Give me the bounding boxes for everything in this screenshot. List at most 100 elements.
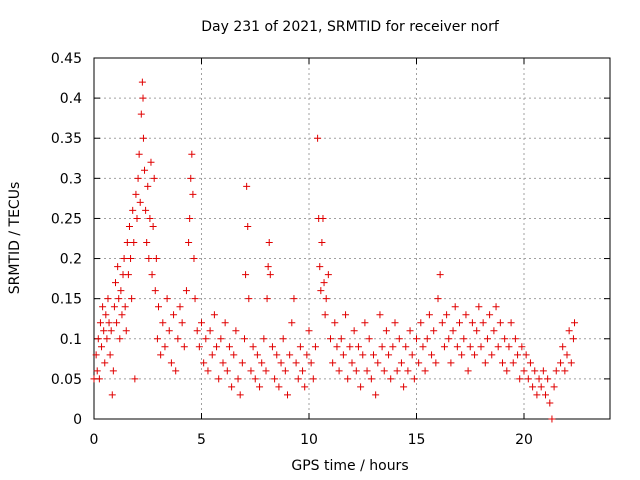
data-point (339, 351, 347, 359)
data-point (150, 174, 158, 182)
data-point (100, 327, 108, 335)
data-point (143, 239, 151, 247)
data-point (460, 335, 468, 343)
data-point (243, 182, 251, 190)
data-point (253, 351, 261, 359)
data-point (130, 239, 138, 247)
data-point (284, 391, 291, 399)
data-point (202, 335, 210, 343)
data-point (241, 335, 248, 343)
data-point (251, 375, 259, 383)
data-point (359, 351, 367, 359)
data-point (322, 295, 330, 303)
data-point (305, 327, 313, 335)
data-point (567, 359, 575, 367)
data-point (268, 343, 276, 351)
data-point (219, 359, 227, 367)
data-point (198, 319, 205, 327)
data-point (387, 375, 395, 383)
plot-frame (93, 57, 611, 420)
data-point (167, 359, 175, 367)
data-point (471, 351, 479, 359)
data-point (195, 343, 203, 351)
data-point (135, 150, 143, 158)
data-point (475, 303, 483, 311)
data-point (153, 335, 161, 343)
y-tick-label: 0.2 (60, 252, 82, 268)
data-point (247, 367, 255, 375)
data-point (149, 222, 157, 230)
data-point (265, 239, 273, 247)
data-point (106, 351, 114, 359)
data-point (242, 271, 250, 279)
data-point (458, 351, 466, 359)
data-point (288, 319, 296, 327)
data-point (571, 319, 579, 327)
data-point (180, 343, 188, 351)
data-point (378, 343, 386, 351)
data-point (503, 367, 511, 375)
data-point (131, 375, 139, 383)
data-point (263, 295, 271, 303)
data-points (90, 78, 579, 423)
data-point (447, 359, 455, 367)
data-point (273, 351, 281, 359)
data-point (145, 255, 153, 263)
data-point (217, 335, 225, 343)
data-point (402, 343, 410, 351)
data-point (118, 311, 126, 319)
data-point (174, 335, 182, 343)
data-point (400, 383, 408, 391)
data-point (102, 311, 110, 319)
data-point (215, 375, 223, 383)
data-point (191, 295, 199, 303)
data-point (244, 222, 252, 230)
data-point (213, 343, 221, 351)
data-point (372, 391, 380, 399)
y-tick-label: 0.3 (60, 171, 82, 187)
data-point (565, 327, 573, 335)
y-axis-label: SRMTID / TECUs (7, 182, 23, 295)
data-point (236, 391, 244, 399)
data-point (344, 375, 352, 383)
data-point (443, 311, 451, 319)
data-point (200, 359, 208, 367)
data-point (395, 335, 403, 343)
data-point (348, 359, 356, 367)
data-point (182, 287, 190, 295)
axis-ticks: 0 0.05 0.1 0.15 0.2 0.25 0.3 0.35 0.4 0.45 0 5 10 15 2… (51, 51, 610, 448)
data-point (438, 319, 446, 327)
data-point (537, 383, 545, 391)
data-point (533, 391, 541, 399)
data-point (104, 295, 112, 303)
data-point (374, 359, 382, 367)
data-point (342, 311, 350, 319)
data-point (365, 335, 373, 343)
data-point (505, 343, 513, 351)
data-point (430, 327, 438, 335)
data-point (389, 343, 397, 351)
y-tick-label: 0.35 (51, 131, 82, 147)
x-tick-label: 20 (515, 432, 533, 448)
data-point (408, 351, 416, 359)
data-point (337, 335, 345, 343)
data-point (163, 295, 171, 303)
data-point (520, 367, 528, 375)
data-point (544, 375, 552, 383)
x-axis-label: GPS time / hours (291, 458, 408, 474)
data-point (148, 271, 156, 279)
data-point (234, 375, 242, 383)
y-tick-label: 0.15 (51, 292, 82, 308)
data-point (208, 351, 216, 359)
data-point (159, 319, 167, 327)
data-point (511, 335, 519, 343)
data-point (176, 303, 184, 311)
data-point (479, 319, 487, 327)
data-point (563, 351, 571, 359)
data-point (299, 367, 307, 375)
data-point (316, 263, 324, 271)
data-point (466, 343, 474, 351)
data-point (486, 311, 494, 319)
data-point (115, 295, 123, 303)
